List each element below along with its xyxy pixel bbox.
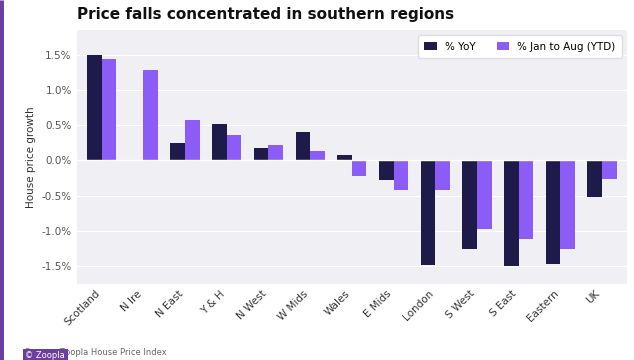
Text: Price falls concentrated in southern regions: Price falls concentrated in southern reg… — [77, 7, 454, 22]
Bar — [546, 161, 560, 264]
Bar — [435, 161, 450, 190]
Bar — [337, 156, 352, 161]
Bar — [420, 161, 435, 265]
Bar — [352, 161, 366, 176]
Bar — [143, 70, 158, 161]
Bar — [519, 161, 533, 239]
Legend: % YoY, % Jan to Aug (YTD): % YoY, % Jan to Aug (YTD) — [418, 35, 622, 58]
Bar — [560, 161, 575, 248]
Bar — [477, 161, 491, 229]
Bar — [171, 143, 185, 161]
Bar — [504, 161, 519, 266]
Text: Source: Zoopla House Price Index: Source: Zoopla House Price Index — [25, 348, 167, 357]
Bar — [462, 161, 477, 248]
Bar — [310, 151, 325, 161]
Y-axis label: House price growth: House price growth — [26, 106, 36, 208]
Bar — [254, 148, 268, 161]
Bar — [87, 55, 101, 161]
Bar — [185, 120, 200, 161]
Bar — [268, 145, 283, 161]
Bar — [101, 59, 116, 161]
Bar — [379, 161, 394, 180]
Bar — [212, 124, 227, 161]
Bar — [602, 161, 617, 179]
Bar — [227, 135, 242, 161]
Bar — [295, 132, 310, 161]
Bar — [588, 161, 602, 197]
Bar — [394, 161, 408, 190]
Text: © Zoopla: © Zoopla — [25, 351, 65, 360]
